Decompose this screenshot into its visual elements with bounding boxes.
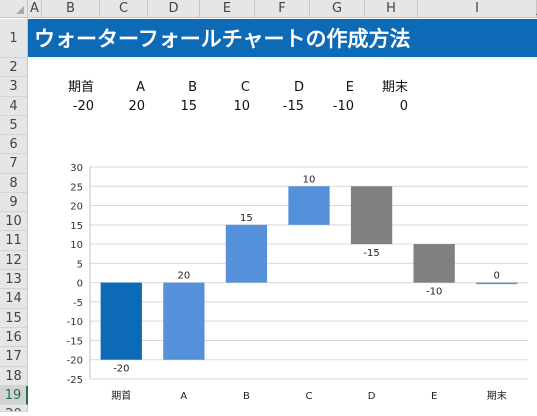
chart-svg: 30 25 20 15 10 5 0 -5 -10 -15 -20 -25 -20 期首 20 A 15 B 10 C… bbox=[67, 163, 528, 402]
category-label-5: E bbox=[431, 391, 437, 402]
category-label-1: A bbox=[180, 391, 187, 402]
row-header-10[interactable]: 10 bbox=[0, 212, 28, 231]
row-header-4[interactable]: 4 bbox=[0, 97, 28, 116]
column-header-g[interactable]: G bbox=[310, 0, 365, 18]
header-cell-1[interactable]: A bbox=[136, 80, 145, 95]
column-header-f[interactable]: F bbox=[255, 0, 310, 18]
column-header-h[interactable]: H bbox=[365, 0, 418, 18]
row-header-1[interactable]: 1 bbox=[0, 19, 28, 58]
row-header-12[interactable]: 12 bbox=[0, 251, 28, 270]
y-tick-label: -20 bbox=[67, 356, 83, 367]
data-label-1: 20 bbox=[177, 271, 190, 282]
row-header-18[interactable]: 18 bbox=[0, 367, 28, 386]
data-label-3: 10 bbox=[303, 174, 316, 185]
column-header-c[interactable]: C bbox=[100, 0, 148, 18]
row-header-6[interactable]: 6 bbox=[0, 135, 28, 154]
value-cell-4[interactable]: -15 bbox=[282, 99, 304, 114]
header-cell-5[interactable]: E bbox=[345, 80, 354, 95]
value-cell-2[interactable]: 15 bbox=[180, 99, 197, 114]
y-tick-label: 20 bbox=[70, 202, 83, 213]
y-tick-label: 25 bbox=[70, 182, 83, 193]
sheet-title[interactable]: ウォーターフォールチャートの作成方法 bbox=[34, 27, 411, 51]
data-label-2: 15 bbox=[240, 213, 253, 224]
y-tick-label: 0 bbox=[77, 279, 83, 290]
row-header-3[interactable]: 3 bbox=[0, 77, 28, 97]
row-header-13[interactable]: 13 bbox=[0, 270, 28, 289]
category-label-0: 期首 bbox=[111, 389, 131, 402]
header-cell-2[interactable]: B bbox=[188, 80, 197, 95]
row-header-19[interactable]: 19 bbox=[0, 386, 28, 405]
data-label-5: -10 bbox=[426, 287, 442, 298]
row-header-9[interactable]: 9 bbox=[0, 193, 28, 212]
bar-4 bbox=[350, 186, 393, 245]
column-header-i[interactable]: I bbox=[418, 0, 537, 18]
select-all-icon bbox=[16, 6, 24, 14]
header-cell-0[interactable]: 期首 bbox=[67, 80, 94, 95]
column-header-e[interactable]: E bbox=[200, 0, 255, 18]
bar-5 bbox=[413, 244, 455, 283]
y-tick-label: -25 bbox=[67, 375, 83, 386]
row-header-5[interactable]: 5 bbox=[0, 116, 28, 135]
row-header-16[interactable]: 16 bbox=[0, 328, 28, 347]
y-tick-label: 30 bbox=[70, 163, 83, 174]
category-label-4: D bbox=[368, 391, 376, 402]
y-tick-label: -10 bbox=[67, 317, 83, 328]
category-label-2: B bbox=[243, 391, 250, 402]
row-header-7[interactable]: 7 bbox=[0, 154, 28, 174]
value-cell-0[interactable]: -20 bbox=[72, 99, 94, 114]
data-label-0: -20 bbox=[113, 364, 129, 375]
data-label-6: 0 bbox=[494, 271, 500, 282]
row-header-11[interactable]: 11 bbox=[0, 231, 28, 251]
row-header-2[interactable]: 2 bbox=[0, 58, 28, 77]
y-tick-label: 10 bbox=[70, 240, 83, 251]
column-header-d[interactable]: D bbox=[148, 0, 200, 18]
value-cell-5[interactable]: -10 bbox=[332, 99, 354, 114]
category-label-6: 期末 bbox=[487, 389, 507, 402]
bar-6 bbox=[476, 282, 518, 285]
header-cell-3[interactable]: C bbox=[240, 80, 250, 95]
select-all-corner[interactable] bbox=[0, 0, 28, 18]
waterfall-chart[interactable]: 30 25 20 15 10 5 0 -5 -10 -15 -20 -25 -20 期首 20 A 15 B 10 C… bbox=[28, 155, 537, 412]
category-label-3: C bbox=[306, 391, 313, 402]
y-tick-label: -5 bbox=[73, 298, 83, 309]
bar-3 bbox=[288, 186, 330, 225]
row-header-20[interactable]: 20 bbox=[0, 405, 28, 412]
row-header-14[interactable]: 14 bbox=[0, 289, 28, 309]
header-cell-6[interactable]: 期末 bbox=[381, 80, 408, 95]
bar-2 bbox=[225, 224, 268, 283]
value-cell-6[interactable]: 0 bbox=[399, 99, 408, 114]
y-tick-label: 5 bbox=[77, 259, 83, 270]
header-cell-4[interactable]: D bbox=[293, 80, 304, 95]
value-cell-1[interactable]: 20 bbox=[128, 99, 145, 114]
row-header-15[interactable]: 15 bbox=[0, 309, 28, 328]
data-label-4: -15 bbox=[363, 248, 379, 259]
column-header-b[interactable]: B bbox=[42, 0, 100, 18]
bar-1 bbox=[163, 282, 205, 360]
column-header-a[interactable]: A bbox=[28, 0, 42, 18]
row-header-17[interactable]: 17 bbox=[0, 347, 28, 367]
y-tick-label: 15 bbox=[70, 221, 83, 232]
y-tick-label: -15 bbox=[67, 336, 83, 347]
title-band bbox=[28, 19, 537, 57]
bar-0 bbox=[100, 282, 142, 360]
row-header-8[interactable]: 8 bbox=[0, 174, 28, 193]
value-cell-3[interactable]: 10 bbox=[233, 99, 250, 114]
